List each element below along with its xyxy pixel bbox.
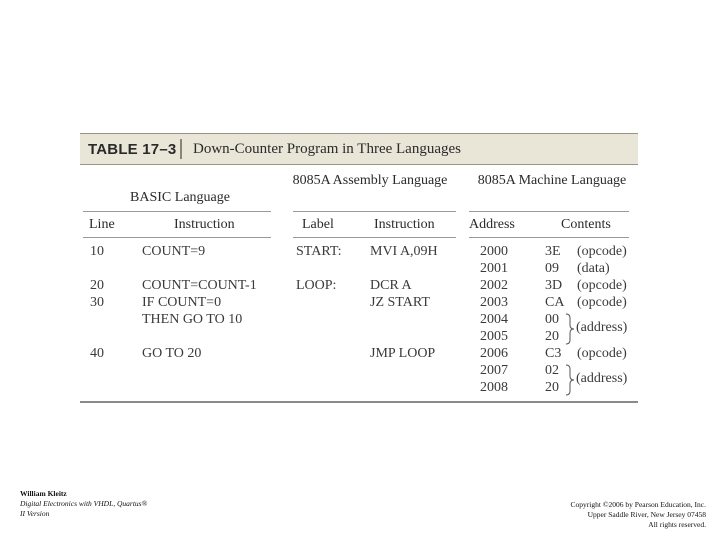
group-header-assembly: 8085A Assembly Language xyxy=(292,173,448,188)
col-header-basic-instruction: Instruction xyxy=(174,217,235,232)
machine-contents: C3 xyxy=(545,346,562,361)
table-bottom-rule xyxy=(80,401,638,403)
machine-contents: 00 xyxy=(545,312,559,327)
machine-address: 2007 xyxy=(480,363,508,378)
copyright-line1: Copyright ©2006 by Pearson Education, In… xyxy=(570,500,706,509)
book-title-line2: II Version xyxy=(20,509,50,518)
asm-label: LOOP: xyxy=(296,278,337,293)
rule-header-machine xyxy=(469,237,629,238)
machine-address: 2004 xyxy=(480,312,508,327)
group-header-basic: BASIC Language xyxy=(130,190,230,205)
col-header-label: Label xyxy=(302,217,334,232)
asm-instruction: DCR A xyxy=(370,278,412,293)
right-brace-icon xyxy=(565,313,575,345)
basic-line: 10 xyxy=(90,244,104,259)
machine-contents: 3D xyxy=(545,278,563,293)
basic-line: 40 xyxy=(90,346,104,361)
machine-contents: CA xyxy=(545,295,565,310)
machine-note: (data) xyxy=(577,261,610,276)
basic-instruction: IF COUNT=0 xyxy=(142,295,222,310)
machine-contents: 20 xyxy=(545,329,559,344)
basic-instruction: COUNT=9 xyxy=(142,244,206,259)
title-separator xyxy=(180,139,182,159)
machine-address: 2001 xyxy=(480,261,508,276)
basic-line: 20 xyxy=(90,278,104,293)
machine-contents: 3E xyxy=(545,244,561,259)
col-header-address: Address xyxy=(469,217,515,232)
col-header-asm-instruction: Instruction xyxy=(374,217,435,232)
footer-copyright: Copyright ©2006 by Pearson Education, In… xyxy=(571,500,706,530)
col-header-line: Line xyxy=(89,217,115,232)
machine-contents: 09 xyxy=(545,261,559,276)
machine-note: (opcode) xyxy=(577,295,627,310)
book-title-line1: Digital Electronics with VHDL, Quartus® xyxy=(20,499,148,508)
group-header-machine: 8085A Machine Language xyxy=(477,173,627,188)
right-brace-icon xyxy=(565,364,575,396)
rule-header-basic xyxy=(83,237,271,238)
asm-instruction: MVI A,09H xyxy=(370,244,438,259)
machine-note: (opcode) xyxy=(577,244,627,259)
brace-note-address: (address) xyxy=(576,371,628,386)
asm-instruction: JMP LOOP xyxy=(370,346,436,361)
basic-line: 30 xyxy=(90,295,104,310)
machine-note: (opcode) xyxy=(577,346,627,361)
asm-label: START: xyxy=(296,244,342,259)
copyright-line3: All rights reserved. xyxy=(648,520,706,529)
machine-address: 2006 xyxy=(480,346,508,361)
machine-contents: 20 xyxy=(545,380,559,395)
table-17-3: TABLE 17–3 Down-Counter Program in Three… xyxy=(80,133,638,403)
asm-instruction: JZ START xyxy=(370,295,430,310)
col-header-contents: Contents xyxy=(561,217,611,232)
basic-instruction: GO TO 20 xyxy=(142,346,202,361)
machine-address: 2000 xyxy=(480,244,508,259)
table-number: TABLE 17–3 xyxy=(88,141,177,158)
rule-header-assembly xyxy=(293,237,456,238)
machine-note: (opcode) xyxy=(577,278,627,293)
machine-contents: 02 xyxy=(545,363,559,378)
table-title-bar: TABLE 17–3 Down-Counter Program in Three… xyxy=(80,133,638,165)
table-title: Down-Counter Program in Three Languages xyxy=(193,141,461,157)
basic-instruction: THEN GO TO 10 xyxy=(142,312,243,327)
machine-address: 2005 xyxy=(480,329,508,344)
machine-address: 2008 xyxy=(480,380,508,395)
machine-address: 2003 xyxy=(480,295,508,310)
rule-assembly xyxy=(293,211,456,212)
copyright-line2: Upper Saddle River, New Jersey 07458 xyxy=(587,510,706,519)
rule-basic xyxy=(83,211,271,212)
machine-address: 2002 xyxy=(480,278,508,293)
basic-instruction: COUNT=COUNT-1 xyxy=(142,278,257,293)
author-name: William Kleitz xyxy=(20,489,67,498)
brace-note-address: (address) xyxy=(576,320,628,335)
rule-machine xyxy=(469,211,629,212)
footer-book-credit: William Kleitz Digital Electronics with … xyxy=(20,489,147,519)
